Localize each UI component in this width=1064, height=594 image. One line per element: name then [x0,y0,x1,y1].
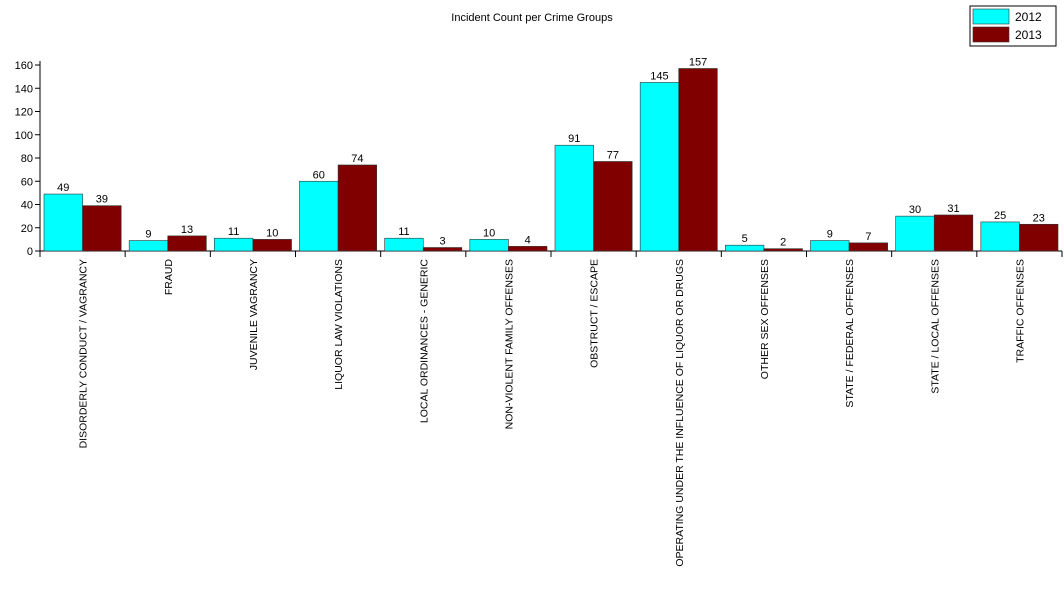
axes: 0 20 40 60 80 100 120 140 160 [15,60,1063,258]
legend-label-2012: 2012 [1015,10,1042,24]
data-label: 11 [228,226,239,238]
y-tick-label: 160 [15,60,33,72]
bar-2013 [82,205,122,252]
x-tick-label: STATE / FEDERAL OFFENSES [844,259,856,408]
bar-2012 [299,180,339,252]
bar-2012 [128,240,169,252]
data-labels: 49 9 11 60 11 10 91 145 5 9 30 25 39 13 10 74 3 4 77 157 2 7 3… [57,56,1045,248]
data-label: 11 [398,226,409,238]
y-tick-label: 20 [21,223,33,235]
bar-2012 [810,240,850,252]
chart-title: Incident Count per Crime Groups [451,12,613,24]
data-label: 23 [1033,212,1045,224]
x-tick-label: STATE / LOCAL OFFENSES [929,259,941,394]
bar-2013 [933,214,974,252]
bar-2013 [593,161,633,252]
data-label: 31 [947,203,959,215]
data-label: 91 [568,133,580,145]
data-label: 2 [780,237,786,249]
y-tick-label: 100 [15,130,33,142]
data-label: 74 [351,153,363,165]
bar-2013 [167,235,207,252]
data-label: 157 [689,56,707,68]
data-label: 13 [181,224,193,236]
x-tick-label: NON-VIOLENT FAMILY OFFENSES [503,259,515,429]
bar-2013 [848,242,888,252]
data-label: 10 [266,227,278,239]
data-label: 30 [909,204,921,216]
x-tick-labels: DISORDERLY CONDUCT / VAGRANCY FRAUD JUVENI… [78,259,1027,567]
data-label: 9 [827,229,833,241]
bar-2013 [763,248,803,252]
legend-swatch-2013 [972,26,1010,43]
bar-2012 [725,244,765,252]
bar-2012 [980,221,1020,252]
x-tick-label: FRAUD [163,259,175,296]
legend: 2012 2013 [969,5,1057,47]
bar-2013 [678,68,718,252]
legend-label-2013: 2013 [1015,28,1042,42]
y-tick-label: 60 [21,176,33,188]
data-label: 77 [607,149,619,161]
x-tick-label: LOCAL ORDINANCES - GENERIC [418,259,430,424]
data-label: 9 [145,229,151,241]
x-tick-label: JUVENILE VAGRANCY [248,259,260,370]
data-label: 49 [57,182,69,194]
bar-2013 [1019,223,1059,252]
y-tick-label: 40 [21,200,33,212]
data-label: 39 [96,194,108,206]
bar-2012 [639,82,680,252]
x-tick-label: OTHER SEX OFFENSES [759,259,771,379]
y-tick-label: 0 [27,246,33,258]
y-tick-label: 120 [15,107,33,119]
x-tick-label: DISORDERLY CONDUCT / VAGRANCY [78,259,90,448]
bar-2012 [384,237,424,252]
data-label: 5 [742,233,748,245]
data-label: 10 [483,227,495,239]
x-tick-label: OBSTRUCT / ESCAPE [589,259,601,368]
bar-2013 [422,247,463,252]
bar-2013 [252,239,292,252]
bar-2012 [214,237,254,252]
data-label: 60 [313,169,325,181]
bar-2012 [554,144,594,252]
data-label: 145 [650,70,668,82]
data-label: 3 [439,236,445,248]
y-tick-label: 140 [15,83,33,95]
y-tick-label: 80 [21,153,33,165]
bar-2012 [469,239,509,252]
bar-2013 [337,164,377,252]
x-tick-label: TRAFFIC OFFENSES [1014,259,1026,363]
data-label: 25 [994,210,1006,222]
bars [43,68,1059,252]
legend-swatch-2012 [972,8,1010,25]
bar-2012 [43,193,83,252]
data-label: 7 [865,231,871,243]
x-tick-label: OPERATING UNDER THE INFLUENCE OF LIQUOR … [674,259,686,567]
bar-2013 [508,246,548,252]
bar-2012 [895,215,935,252]
data-label: 4 [525,234,531,246]
x-tick-label: LIQUOR LAW VIOLATIONS [333,259,345,390]
